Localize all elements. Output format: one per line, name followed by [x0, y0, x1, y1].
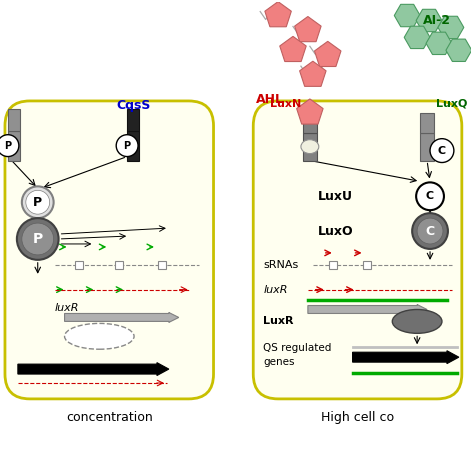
Text: High cell co: High cell co: [321, 411, 394, 424]
FancyArrow shape: [308, 304, 427, 314]
Text: C: C: [426, 225, 435, 237]
Bar: [364, 261, 372, 269]
Bar: [420, 133, 434, 161]
Text: P: P: [124, 141, 131, 151]
FancyArrow shape: [64, 312, 179, 322]
Polygon shape: [394, 4, 420, 27]
Text: AI-2: AI-2: [423, 14, 451, 27]
FancyBboxPatch shape: [5, 101, 213, 399]
Text: P: P: [4, 141, 11, 151]
FancyArrow shape: [353, 351, 459, 364]
Bar: [8, 109, 20, 131]
Ellipse shape: [64, 323, 134, 349]
Text: QS regulated: QS regulated: [263, 343, 332, 353]
Polygon shape: [426, 32, 452, 55]
Text: P: P: [33, 232, 43, 246]
FancyBboxPatch shape: [253, 101, 462, 399]
Circle shape: [412, 213, 448, 249]
Circle shape: [17, 218, 59, 260]
Circle shape: [430, 139, 454, 163]
Text: LuxU: LuxU: [318, 190, 353, 203]
Polygon shape: [446, 39, 472, 62]
Text: CqsS: CqsS: [116, 99, 150, 112]
Text: LuxN: LuxN: [270, 99, 301, 109]
Bar: [303, 133, 317, 161]
Text: luxR: luxR: [55, 302, 79, 312]
Text: LuxQ: LuxQ: [436, 99, 467, 109]
Bar: [420, 113, 434, 133]
Circle shape: [417, 218, 443, 244]
Bar: [127, 131, 139, 161]
Ellipse shape: [301, 140, 319, 154]
Polygon shape: [280, 36, 306, 62]
Ellipse shape: [392, 310, 442, 333]
Bar: [75, 261, 83, 269]
Polygon shape: [300, 61, 326, 86]
Text: genes: genes: [263, 357, 295, 367]
Text: C: C: [426, 191, 434, 201]
Circle shape: [22, 223, 54, 255]
Circle shape: [22, 186, 54, 218]
Polygon shape: [297, 99, 323, 124]
Polygon shape: [404, 26, 430, 48]
FancyArrow shape: [18, 363, 169, 375]
Circle shape: [116, 135, 138, 156]
Circle shape: [0, 135, 19, 156]
Text: C: C: [438, 146, 446, 155]
Polygon shape: [315, 41, 341, 66]
Bar: [127, 109, 139, 131]
Text: luxR: luxR: [263, 285, 288, 295]
Circle shape: [416, 182, 444, 210]
Bar: [303, 113, 317, 133]
Text: sRNAs: sRNAs: [263, 260, 299, 270]
Bar: [8, 131, 20, 161]
Polygon shape: [416, 9, 442, 32]
Text: P: P: [33, 196, 42, 209]
Text: LuxR: LuxR: [263, 317, 294, 327]
Bar: [329, 261, 337, 269]
Polygon shape: [438, 16, 464, 38]
Circle shape: [26, 191, 50, 214]
Polygon shape: [265, 1, 292, 27]
Text: LuxO: LuxO: [318, 225, 354, 237]
Polygon shape: [295, 17, 321, 42]
Bar: [115, 261, 123, 269]
Bar: [158, 261, 166, 269]
Text: AHL: AHL: [256, 93, 284, 107]
Text: concentration: concentration: [66, 411, 153, 424]
